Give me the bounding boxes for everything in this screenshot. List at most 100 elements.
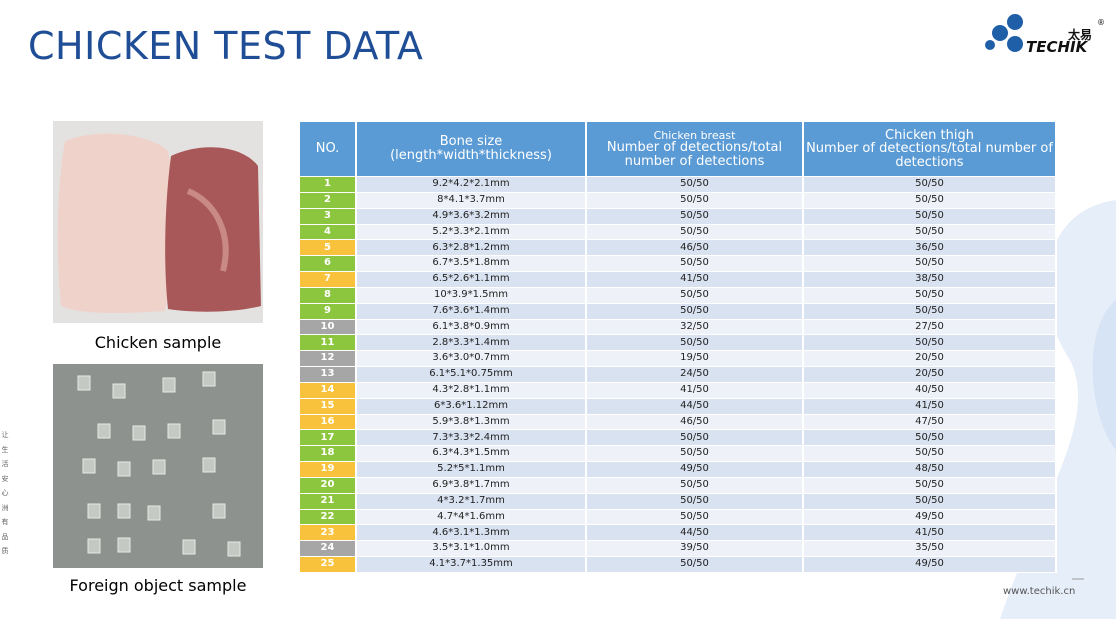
table-cell: 50/50 (587, 177, 804, 193)
row-number: 12 (300, 351, 357, 368)
table-cell: 6.3*2.8*1.2mm (357, 240, 587, 257)
logo-cn: 太易 (1068, 28, 1093, 42)
table-cell: 50/50 (587, 446, 804, 463)
table-cell: 4.3*2.8*1.1mm (357, 382, 587, 399)
table-cell: 40/50 (804, 382, 1057, 399)
table-cell: 4.7*4*1.6mm (357, 509, 587, 526)
table-cell: 6*3.6*1.12mm (357, 398, 587, 415)
table-cell: 50/50 (804, 477, 1057, 494)
table-cell: 48/50 (804, 462, 1057, 478)
table-cell: 5.2*5*1.1mm (357, 462, 587, 478)
header-cell: Chicken breast Number of detections/total… (587, 122, 804, 176)
logo-en: TECHIK (1026, 38, 1088, 56)
table-cell: 6.9*3.8*1.7mm (357, 477, 587, 494)
row-number: 7 (300, 272, 357, 288)
table-cell: 6.1*3.8*0.9mm (357, 319, 587, 336)
row-number: 25 (300, 557, 357, 573)
table-cell: 41/50 (587, 272, 804, 288)
table-cell: 50/50 (804, 208, 1057, 225)
table-cell: 38/50 (804, 272, 1057, 288)
title: CHICKEN TEST DATA (28, 24, 424, 68)
table-cell: 50/50 (587, 192, 804, 209)
row-number: 21 (300, 493, 357, 510)
table-cell: 49/50 (804, 557, 1057, 573)
table-cell: 6.1*5.1*0.75mm (357, 367, 587, 383)
row-number: 24 (300, 541, 357, 558)
table-cell: 5.9*3.8*1.3mm (357, 414, 587, 431)
row-number: 11 (300, 335, 357, 352)
table-cell: 27/50 (804, 319, 1057, 336)
side-char: 生 (1, 445, 9, 454)
header-line: Number of detections/total number of det… (806, 141, 1053, 170)
table-cell: 50/50 (587, 287, 804, 304)
table-cell: 50/50 (587, 557, 804, 573)
table-cell: 6.3*4.3*1.5mm (357, 446, 587, 463)
table-cell: 41/50 (804, 398, 1057, 415)
table-cell: 41/50 (587, 382, 804, 399)
table-cell: 3.6*3.0*0.7mm (357, 351, 587, 368)
row-number: 14 (300, 382, 357, 399)
table: NO. Bone size (length*width*thickness) Chic… (300, 122, 1057, 573)
row-number: 6 (300, 256, 357, 273)
header-line: Bone size (439, 134, 503, 150)
row-number: 13 (300, 367, 357, 383)
table-cell: 3.5*3.1*1.0mm (357, 541, 587, 558)
header-line: Chicken thigh (885, 127, 974, 143)
table-cell: 5.2*3.3*2.1mm (357, 224, 587, 241)
table-cell: 47/50 (804, 414, 1057, 431)
row-number: 19 (300, 462, 357, 478)
row-number: 15 (300, 398, 357, 415)
side-char: 活 (1, 460, 9, 468)
table-cell: 36/50 (804, 240, 1057, 257)
table-cell: 50/50 (804, 446, 1057, 463)
table-cell: 7.3*3.3*2.4mm (357, 430, 587, 447)
chicken-photo (53, 121, 263, 323)
table-cell: 6.5*2.6*1.1mm (357, 272, 587, 288)
header-cell: Bone size (length*width*thickness) (357, 122, 587, 176)
table-cell: 50/50 (804, 192, 1057, 209)
table-cell: 50/50 (804, 287, 1057, 304)
row-number: 23 (300, 525, 357, 542)
side-char: 品 (1, 532, 9, 541)
table-cell: 41/50 (804, 525, 1057, 542)
side-text: 让生活安心洲有品质 (0, 428, 10, 559)
table-cell: 50/50 (587, 303, 804, 320)
table-cell: 39/50 (587, 541, 804, 558)
side-char: 让 (1, 431, 9, 439)
table-cell: 50/50 (804, 224, 1057, 241)
table-cell: 24/50 (587, 367, 804, 383)
caption: Chicken sample (94, 333, 222, 352)
table-cell: 50/50 (804, 493, 1057, 510)
row-number: 3 (300, 208, 357, 225)
table-cell: 50/50 (804, 177, 1057, 193)
logo-mark: ® (1097, 18, 1105, 27)
side-char: 质 (1, 547, 9, 555)
table-cell: 9.2*4.2*2.1mm (357, 177, 587, 193)
table-cell: 20/50 (804, 367, 1057, 383)
table-cell: 50/50 (804, 430, 1057, 447)
table-cell: 50/50 (587, 430, 804, 447)
table-cell: 4.1*3.7*1.35mm (357, 557, 587, 573)
table-cell: 6.7*3.5*1.8mm (357, 256, 587, 273)
table-cell: 32/50 (587, 319, 804, 336)
header-line: Chicken breast (653, 128, 736, 142)
caption: Foreign object sample (69, 576, 247, 595)
table-cell: 44/50 (587, 525, 804, 542)
footer-url: www.techik.cn (1003, 586, 1076, 597)
table-cell: 4.6*3.1*1.3mm (357, 525, 587, 542)
header-line: (length*width*thickness) (390, 148, 552, 163)
header-cell: NO. (300, 122, 357, 176)
table-cell: 50/50 (587, 208, 804, 225)
table-cell: 46/50 (587, 240, 804, 257)
side-char: 有 (1, 518, 9, 526)
table-cell: 50/50 (587, 224, 804, 241)
table-cell: 50/50 (804, 335, 1057, 352)
header-line: Number of detections/total number of det… (606, 140, 783, 169)
table-cell: 49/50 (804, 509, 1057, 526)
table-cell: 50/50 (587, 509, 804, 526)
header-cell: Chicken thigh Number of detections/total … (804, 122, 1057, 176)
row-number: 10 (300, 319, 357, 336)
table-cell: 19/50 (587, 351, 804, 368)
